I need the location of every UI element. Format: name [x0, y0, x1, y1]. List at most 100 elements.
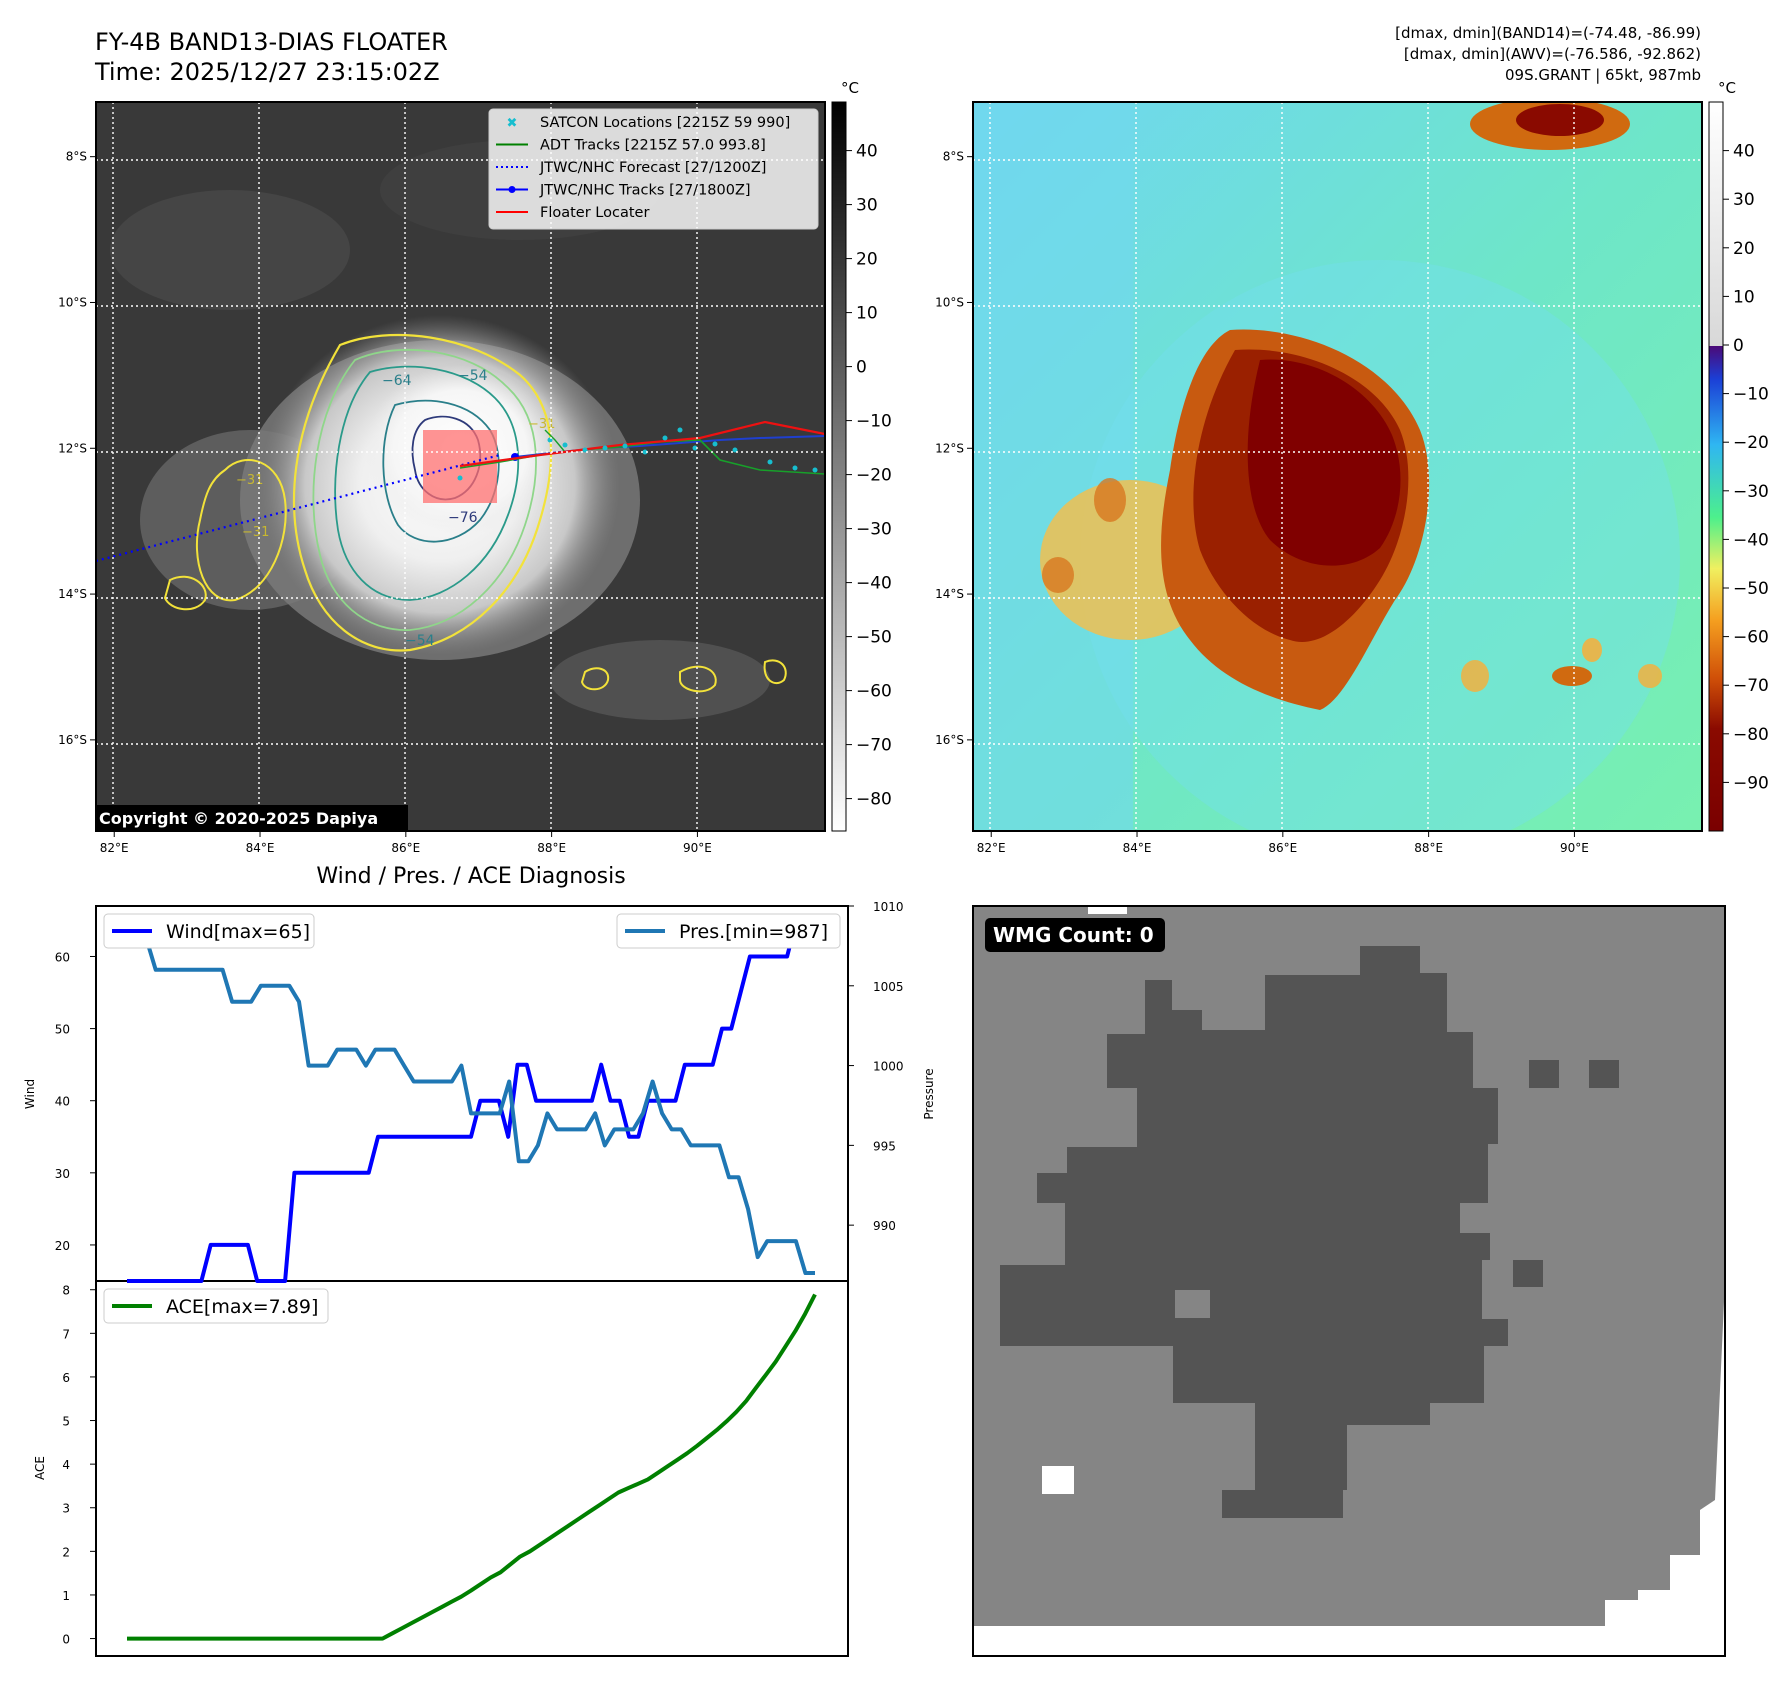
storm-info: 09S.GRANT | 65kt, 987mb — [1505, 66, 1701, 84]
contour-label: −54 — [405, 633, 435, 649]
colorbar-tick-label: −50 — [1733, 579, 1769, 599]
ace-legend: ACE[max=7.89] — [103, 1288, 329, 1324]
colorbar-tick-label: −30 — [1733, 482, 1769, 502]
colorbar-tick-label: −40 — [1733, 530, 1769, 550]
diagnosis-title: Wind / Pres. / ACE Diagnosis — [316, 864, 625, 889]
ace-axis-label: ACE — [33, 1456, 47, 1480]
colorbar-tick-label: 0 — [856, 358, 867, 378]
wind-tick-label: 50 — [55, 1023, 70, 1037]
lat-tick-label: 12°S — [58, 441, 87, 455]
lon-tick-label: 90°E — [683, 841, 712, 855]
colorbar-tick-label: 10 — [856, 304, 878, 324]
ir-colorbar-unit: °C — [841, 79, 859, 97]
wind-legend-box — [103, 913, 315, 949]
colorbar-tick-label: −30 — [856, 520, 892, 540]
contour-label: −31 — [528, 417, 555, 432]
contour-label: −31 — [242, 525, 269, 540]
colorbar-tick-label: −60 — [856, 682, 892, 702]
legend-label: JTWC/NHC Tracks [27/1800Z] — [539, 183, 751, 199]
floater-box — [423, 430, 497, 503]
wv-cold-core — [1247, 359, 1401, 566]
wind-tick-label: 40 — [55, 1095, 70, 1109]
wv-cold-patch — [1552, 666, 1592, 686]
lon-tick-label: 84°E — [1123, 841, 1152, 855]
wmg-cell — [1529, 1060, 1559, 1088]
adt-track — [544, 429, 566, 453]
colorbar-tick-label: −40 — [856, 574, 892, 594]
legend-box — [488, 108, 819, 230]
lon-tick-label: 86°E — [391, 841, 420, 855]
lon-tick-label: 88°E — [1414, 841, 1443, 855]
pressure-tick-label: 990 — [873, 1219, 896, 1233]
jtwc-forecast-track — [96, 453, 501, 563]
wv-cold-patch — [1094, 478, 1126, 522]
dmax-awv: [dmax, dmin](AWV)=(-76.586, -92.862) — [1404, 45, 1701, 63]
wind-tick-label: 30 — [55, 1167, 70, 1181]
wv-frame — [972, 101, 1703, 832]
lat-tick-label: 14°S — [58, 587, 87, 601]
pressure-tick-label: 995 — [873, 1139, 896, 1153]
lon-tick-label: 86°E — [1268, 841, 1297, 855]
wv-cold-patch — [1638, 664, 1662, 688]
wv-colorbar: °C 40 30 20 10 0 −10 −20 −30 −40 −50 −60 −70 −80 −90 — [1708, 79, 1769, 832]
lat-tick-label: 16°S — [58, 733, 87, 747]
ace-tick-label: 7 — [62, 1327, 70, 1341]
contour-minus31 — [679, 665, 717, 693]
contour-minus31 — [580, 667, 610, 691]
lat-tick-label: 16°S — [935, 733, 964, 747]
lon-tick-label: 90°E — [1560, 841, 1589, 855]
figure-time: Time: 2025/12/27 23:15:02Z — [94, 58, 440, 86]
wmg-dark-field — [1000, 946, 1508, 1518]
lon-tick-label: 88°E — [537, 841, 566, 855]
wv-cold-patch — [1516, 104, 1604, 136]
ace-legend-box — [103, 1288, 329, 1324]
contour-minus31 — [195, 459, 287, 602]
legend-label: SATCON Locations [2215Z 59 990] — [540, 115, 790, 131]
contour-minus31 — [163, 575, 207, 611]
lat-tick-label: 8°S — [66, 150, 87, 164]
wv-cold-patch — [1461, 660, 1489, 692]
colorbar-tick-label: −80 — [856, 790, 892, 810]
wind-series-line — [127, 918, 815, 1283]
pressure-legend-label: Pres.[min=987] — [679, 921, 828, 943]
contour-label: −64 — [382, 373, 412, 389]
floater-locater-track — [459, 420, 825, 468]
colorbar-tick-label: −10 — [856, 412, 892, 432]
lat-tick-label: 10°S — [58, 295, 87, 309]
ace-tick-label: 0 — [62, 1633, 70, 1647]
copyright-box — [96, 805, 408, 831]
diagnosis-panel: Wind / Pres. / ACE Diagnosis Wind Pressu… — [23, 864, 936, 1657]
ace-tick-label: 4 — [62, 1458, 70, 1472]
ir-colorbar-scale — [831, 101, 847, 832]
wv-cold-patch — [1042, 557, 1074, 593]
figure-title: FY-4B BAND13-DIAS FLOATER — [95, 28, 448, 56]
colorbar-tick-label: 20 — [856, 250, 878, 270]
wv-gridlines — [973, 102, 1702, 831]
pressure-tick-label: 1005 — [873, 980, 904, 994]
ir-frame — [95, 101, 826, 832]
ace-axes — [95, 1280, 849, 1657]
wv-colorbar-scale — [1708, 101, 1724, 832]
wmg-white-cell — [1042, 1466, 1074, 1494]
legend-label: JTWC/NHC Forecast [27/1200Z] — [539, 160, 766, 176]
wind-legend: Wind[max=65] — [103, 913, 315, 949]
wv-map-panel: 82°E 84°E 86°E 88°E 90°E 8°S 10°S 12°S 14°S 16°S… — [935, 79, 1769, 855]
colorbar-tick-label: −10 — [1733, 385, 1769, 405]
ace-tick-label: 6 — [62, 1371, 70, 1385]
contour-minus54 — [312, 348, 537, 631]
contour-minus70 — [382, 399, 500, 543]
wind-tick-label: 20 — [55, 1239, 70, 1253]
ace-series-line — [127, 1293, 817, 1641]
lat-tick-label: 14°S — [935, 587, 964, 601]
colorbar-tick-label: −20 — [856, 466, 892, 486]
lat-tick-label: 12°S — [935, 441, 964, 455]
ace-tick-label: 3 — [62, 1502, 70, 1516]
copyright-text: Copyright © 2020-2025 Dapiya — [99, 809, 378, 828]
lon-tick-label: 82°E — [977, 841, 1006, 855]
colorbar-tick-label: −60 — [1733, 628, 1769, 648]
legend-label: Floater Locater — [540, 205, 649, 221]
contour-minus31 — [763, 659, 787, 685]
legend-label: ADT Tracks [2215Z 57.0 993.8] — [540, 138, 766, 154]
wmg-gap — [1175, 1290, 1210, 1318]
